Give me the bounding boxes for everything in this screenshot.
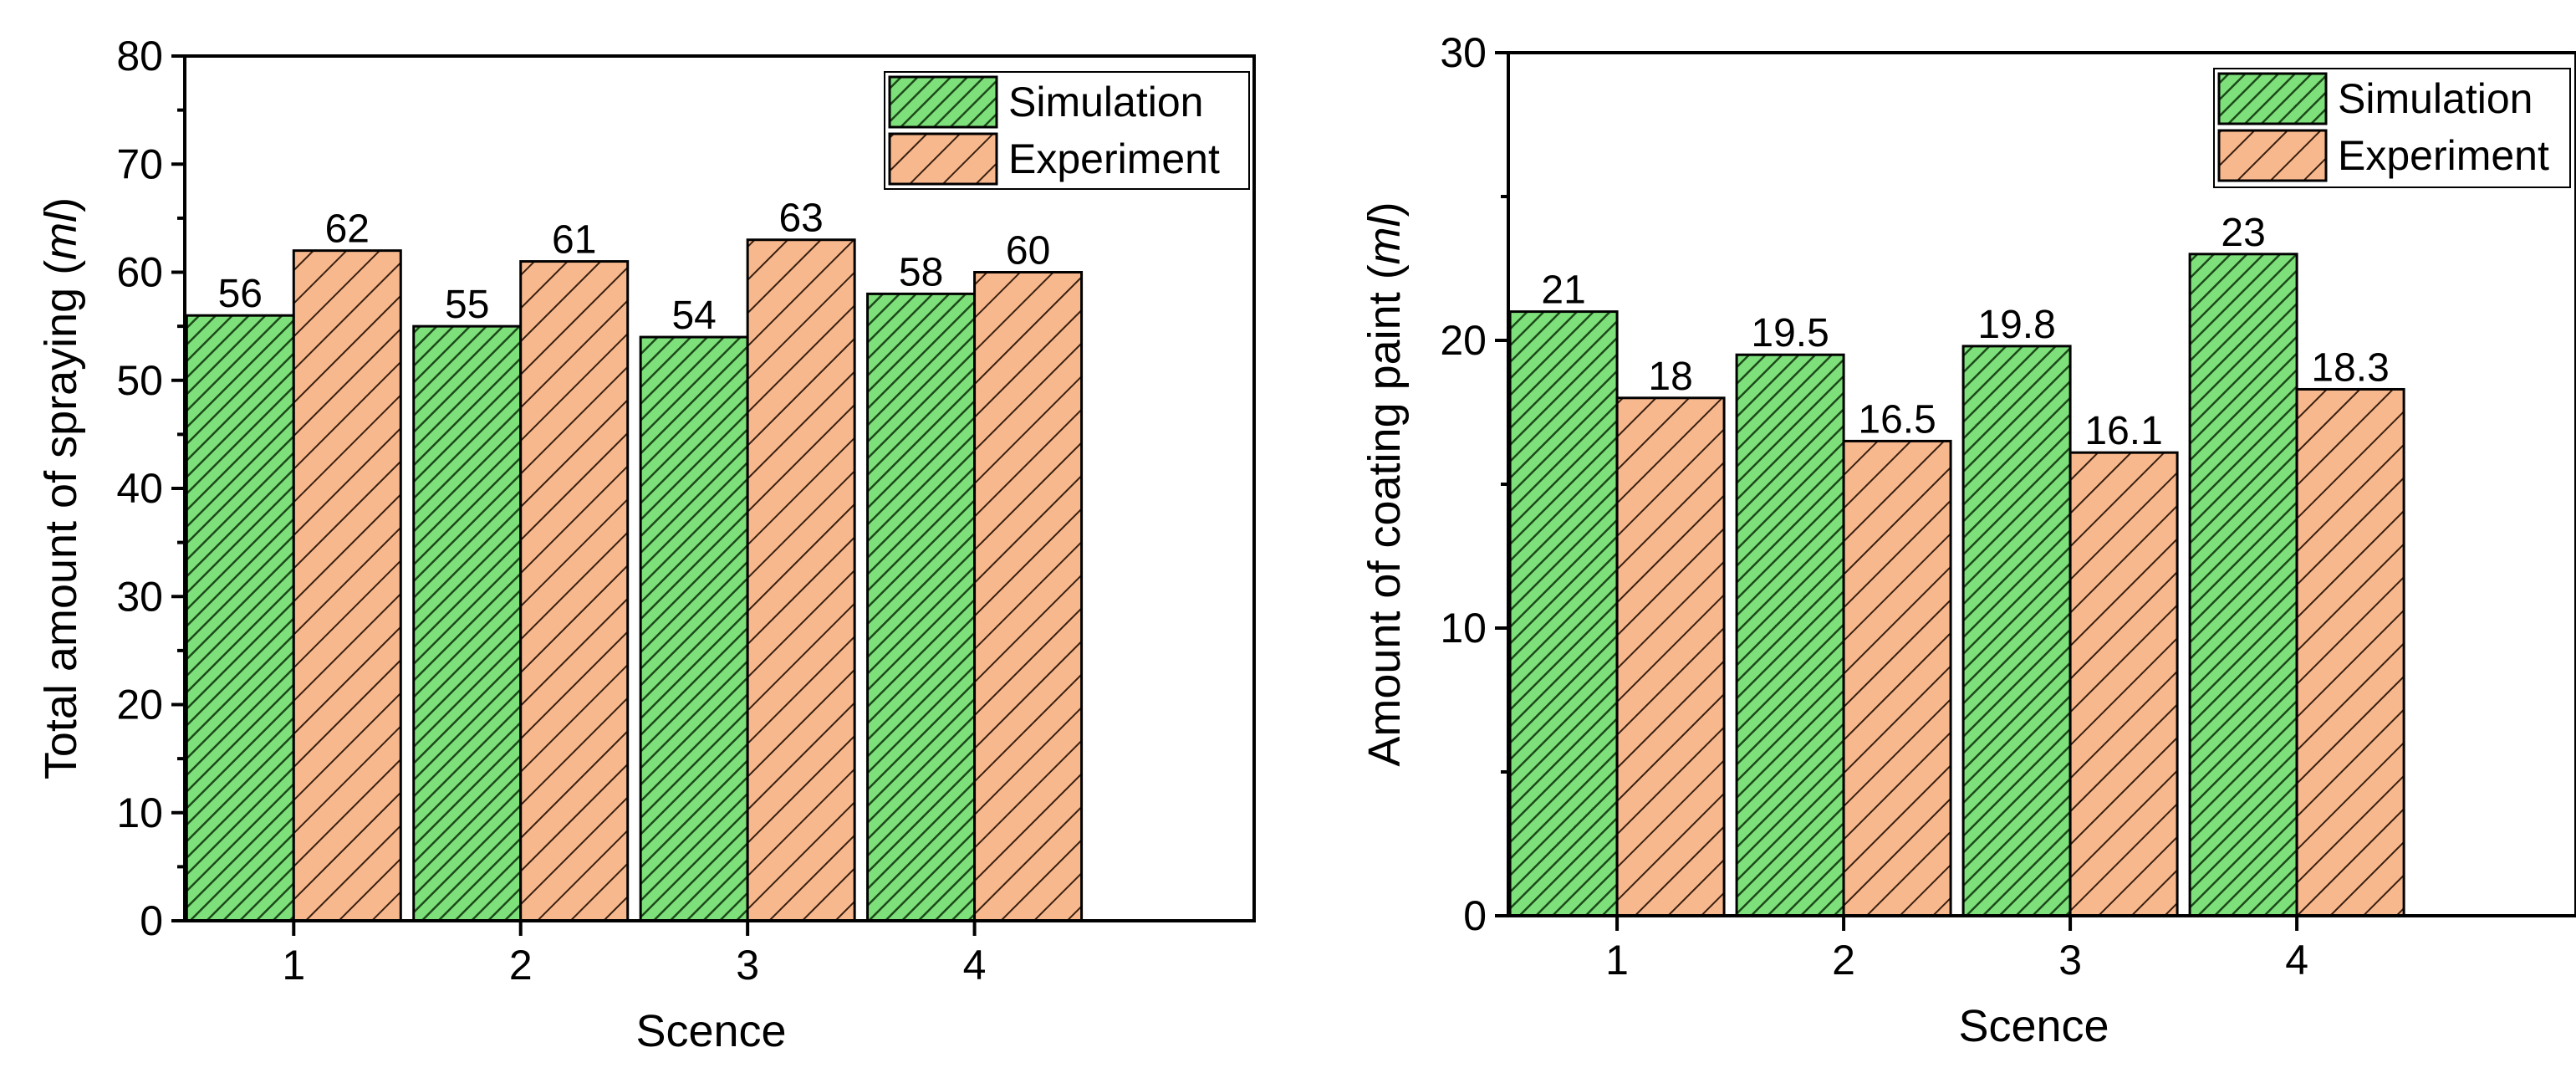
x-tick-label: 3 (2058, 937, 2082, 984)
data-label-simulation-1: 56 (218, 272, 263, 316)
y-tick-label: 10 (1440, 605, 1487, 651)
bar-simulation-4 (2188, 253, 2298, 917)
data-label-simulation-2: 55 (445, 283, 489, 327)
legend-label-simulation: Simulation (2338, 75, 2533, 122)
data-label-experiment-4: 60 (1006, 229, 1050, 273)
x-tick-label: 3 (736, 942, 759, 989)
data-label-simulation-3: 19.8 (1977, 303, 2055, 347)
x-tick-label: 1 (282, 942, 305, 989)
y-tick-label: 50 (116, 357, 163, 404)
y-tick-label: 30 (1440, 29, 1487, 76)
y-tick-label: 70 (116, 141, 163, 187)
bar-simulation-1 (1508, 310, 1619, 917)
bar-experiment-2 (519, 260, 630, 922)
data-label-simulation-3: 54 (671, 294, 716, 338)
x-axis-title: Scence (635, 1006, 786, 1056)
x-tick-label: 2 (1832, 937, 1855, 984)
y-axis-title: Amount of coating paint (ml) (1359, 202, 1410, 766)
data-label-experiment-1: 62 (325, 207, 370, 252)
data-label-simulation-1: 21 (1541, 268, 1585, 313)
x-tick-label: 2 (509, 942, 533, 989)
x-tick-label: 1 (1605, 937, 1629, 984)
bar-simulation-3 (1961, 345, 2072, 917)
data-label-simulation-4: 23 (2221, 211, 2265, 255)
legend: Simulation Experiment (884, 71, 1250, 190)
bar-experiment-4 (2295, 387, 2405, 917)
y-tick-label: 0 (1463, 892, 1487, 939)
x-tick-label: 4 (2285, 937, 2308, 984)
y-tick-label: 10 (116, 789, 163, 836)
bar-simulation-4 (866, 292, 977, 922)
left-chart: 56 55 54 58 62 61 63 60 0 10 20 30 40 50 60 70 80 1 2 3 4 Sce… (36, 33, 1256, 1056)
legend-swatch-simulation (888, 75, 998, 129)
bar-experiment-2 (1842, 439, 1952, 917)
legend-swatch-simulation (2217, 72, 2328, 125)
bar-simulation-3 (639, 335, 749, 922)
data-label-simulation-4: 58 (899, 250, 943, 294)
legend-label-experiment: Experiment (1008, 135, 1220, 182)
bar-simulation-2 (1735, 353, 1845, 917)
y-tick-label: 60 (116, 249, 163, 296)
legend: Simulation Experiment (2213, 68, 2571, 188)
bar-experiment-1 (292, 249, 402, 922)
y-tick-label: 20 (1440, 317, 1487, 364)
legend-label-experiment: Experiment (2338, 132, 2549, 179)
bar-experiment-3 (2068, 451, 2179, 917)
legend-swatch-experiment (2217, 129, 2328, 182)
bar-experiment-4 (973, 271, 1084, 922)
y-axis-title: Total amount of spraying (ml) (36, 197, 86, 779)
bar-experiment-1 (1615, 396, 1726, 917)
data-label-experiment-2: 16.5 (1858, 397, 1936, 442)
data-label-experiment-2: 61 (552, 218, 596, 263)
x-axis-title: Scence (1958, 1001, 2109, 1051)
y-tick-label: 20 (116, 682, 163, 728)
data-label-simulation-2: 19.5 (1751, 311, 1829, 355)
data-label-experiment-3: 16.1 (2084, 409, 2162, 453)
bar-simulation-1 (185, 314, 295, 922)
legend-swatch-experiment (888, 132, 998, 186)
data-label-experiment-1: 18 (1648, 355, 1692, 399)
y-tick-label: 40 (116, 465, 163, 512)
y-tick-label: 0 (140, 897, 163, 944)
x-tick-label: 4 (963, 942, 987, 989)
data-label-experiment-3: 63 (778, 197, 823, 241)
bar-experiment-3 (746, 238, 856, 922)
y-tick-label: 30 (116, 573, 163, 620)
data-label-experiment-4: 18.3 (2311, 345, 2389, 390)
legend-label-simulation: Simulation (1008, 79, 1203, 125)
bar-simulation-2 (412, 324, 523, 922)
y-tick-label: 80 (116, 33, 163, 79)
